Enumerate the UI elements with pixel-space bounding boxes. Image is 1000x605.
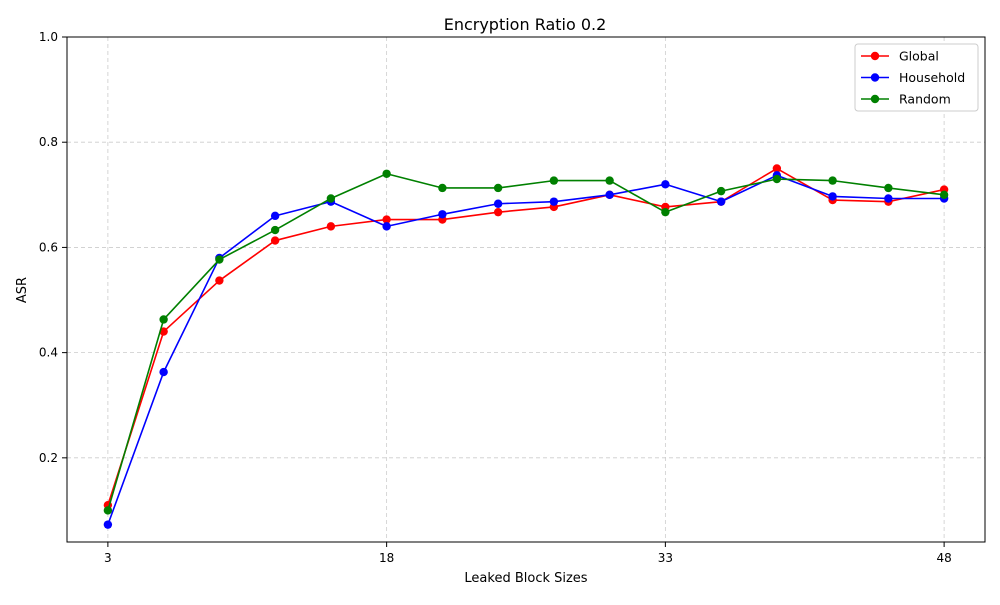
data-point-random [103, 506, 113, 515]
data-point-household [438, 210, 447, 219]
series-line-household [107, 174, 945, 525]
data-point-random [939, 190, 949, 200]
y-axis-label: ASR [15, 277, 30, 303]
grid [67, 36, 985, 542]
data-point-household [661, 180, 670, 189]
series-random [103, 169, 949, 515]
y-tick-label: 1.0 [39, 30, 58, 44]
data-point-household [549, 197, 559, 206]
data-point-random [884, 183, 893, 193]
y-tick-label: 0.6 [39, 240, 58, 254]
data-point-global [493, 207, 503, 217]
legend-marker-household [870, 73, 880, 82]
legend-item-household: Household [861, 70, 965, 85]
data-point-random [772, 174, 782, 184]
x-tick-label: 3 [104, 551, 112, 565]
series-layer [103, 164, 949, 529]
legend-item-global: Global [861, 49, 939, 64]
data-point-random [661, 207, 670, 217]
data-point-household [716, 197, 726, 206]
legend-marker-random [870, 94, 880, 104]
data-point-household [605, 190, 614, 200]
y-tick-label: 0.2 [39, 451, 58, 465]
legend-item-random: Random [861, 92, 951, 107]
series-line-random [107, 172, 945, 511]
series-line-global [107, 167, 945, 506]
legend-box [854, 43, 979, 112]
legend-entries: Global Household Random [861, 49, 965, 107]
x-axis-label: Leaked Block Sizes [464, 571, 587, 586]
data-point-household [493, 199, 503, 208]
data-point-global [772, 164, 782, 173]
data-point-random [159, 315, 168, 324]
x-tick-label: 33 [658, 551, 673, 565]
data-point-random [326, 194, 336, 203]
chart-title: Encryption Ratio 0.2 [444, 15, 607, 34]
data-point-household [884, 194, 893, 203]
data-point-global [326, 222, 336, 231]
data-point-random [215, 255, 224, 264]
data-point-random [549, 176, 559, 185]
data-point-global [270, 236, 280, 245]
plot-frame [66, 36, 986, 543]
series-household [103, 171, 949, 529]
legend-label-household: Household [899, 70, 965, 85]
axis-ticks: 3 18 33 48 0.2 0.4 0.6 0.8 1.0 [39, 30, 952, 565]
data-point-random [382, 169, 391, 178]
data-point-household [270, 211, 280, 221]
data-point-household [103, 520, 113, 529]
legend-label-random: Random [899, 92, 951, 107]
legend: Global Household Random [854, 43, 979, 112]
data-point-random [605, 176, 614, 185]
legend-marker-global [870, 51, 880, 61]
x-tick-label: 48 [936, 551, 951, 565]
data-point-random [716, 186, 726, 196]
y-tick-label: 0.4 [39, 346, 58, 360]
data-point-household [382, 222, 391, 231]
data-point-household [828, 192, 837, 201]
data-point-random [438, 183, 447, 193]
data-point-global [215, 276, 224, 285]
data-point-random [828, 176, 837, 185]
y-tick-label: 0.8 [39, 135, 58, 149]
data-point-random [270, 225, 280, 235]
data-point-global [382, 215, 391, 224]
data-point-random [493, 183, 503, 193]
legend-label-global: Global [899, 49, 939, 64]
x-tick-label: 18 [379, 551, 394, 565]
data-point-household [159, 367, 168, 377]
